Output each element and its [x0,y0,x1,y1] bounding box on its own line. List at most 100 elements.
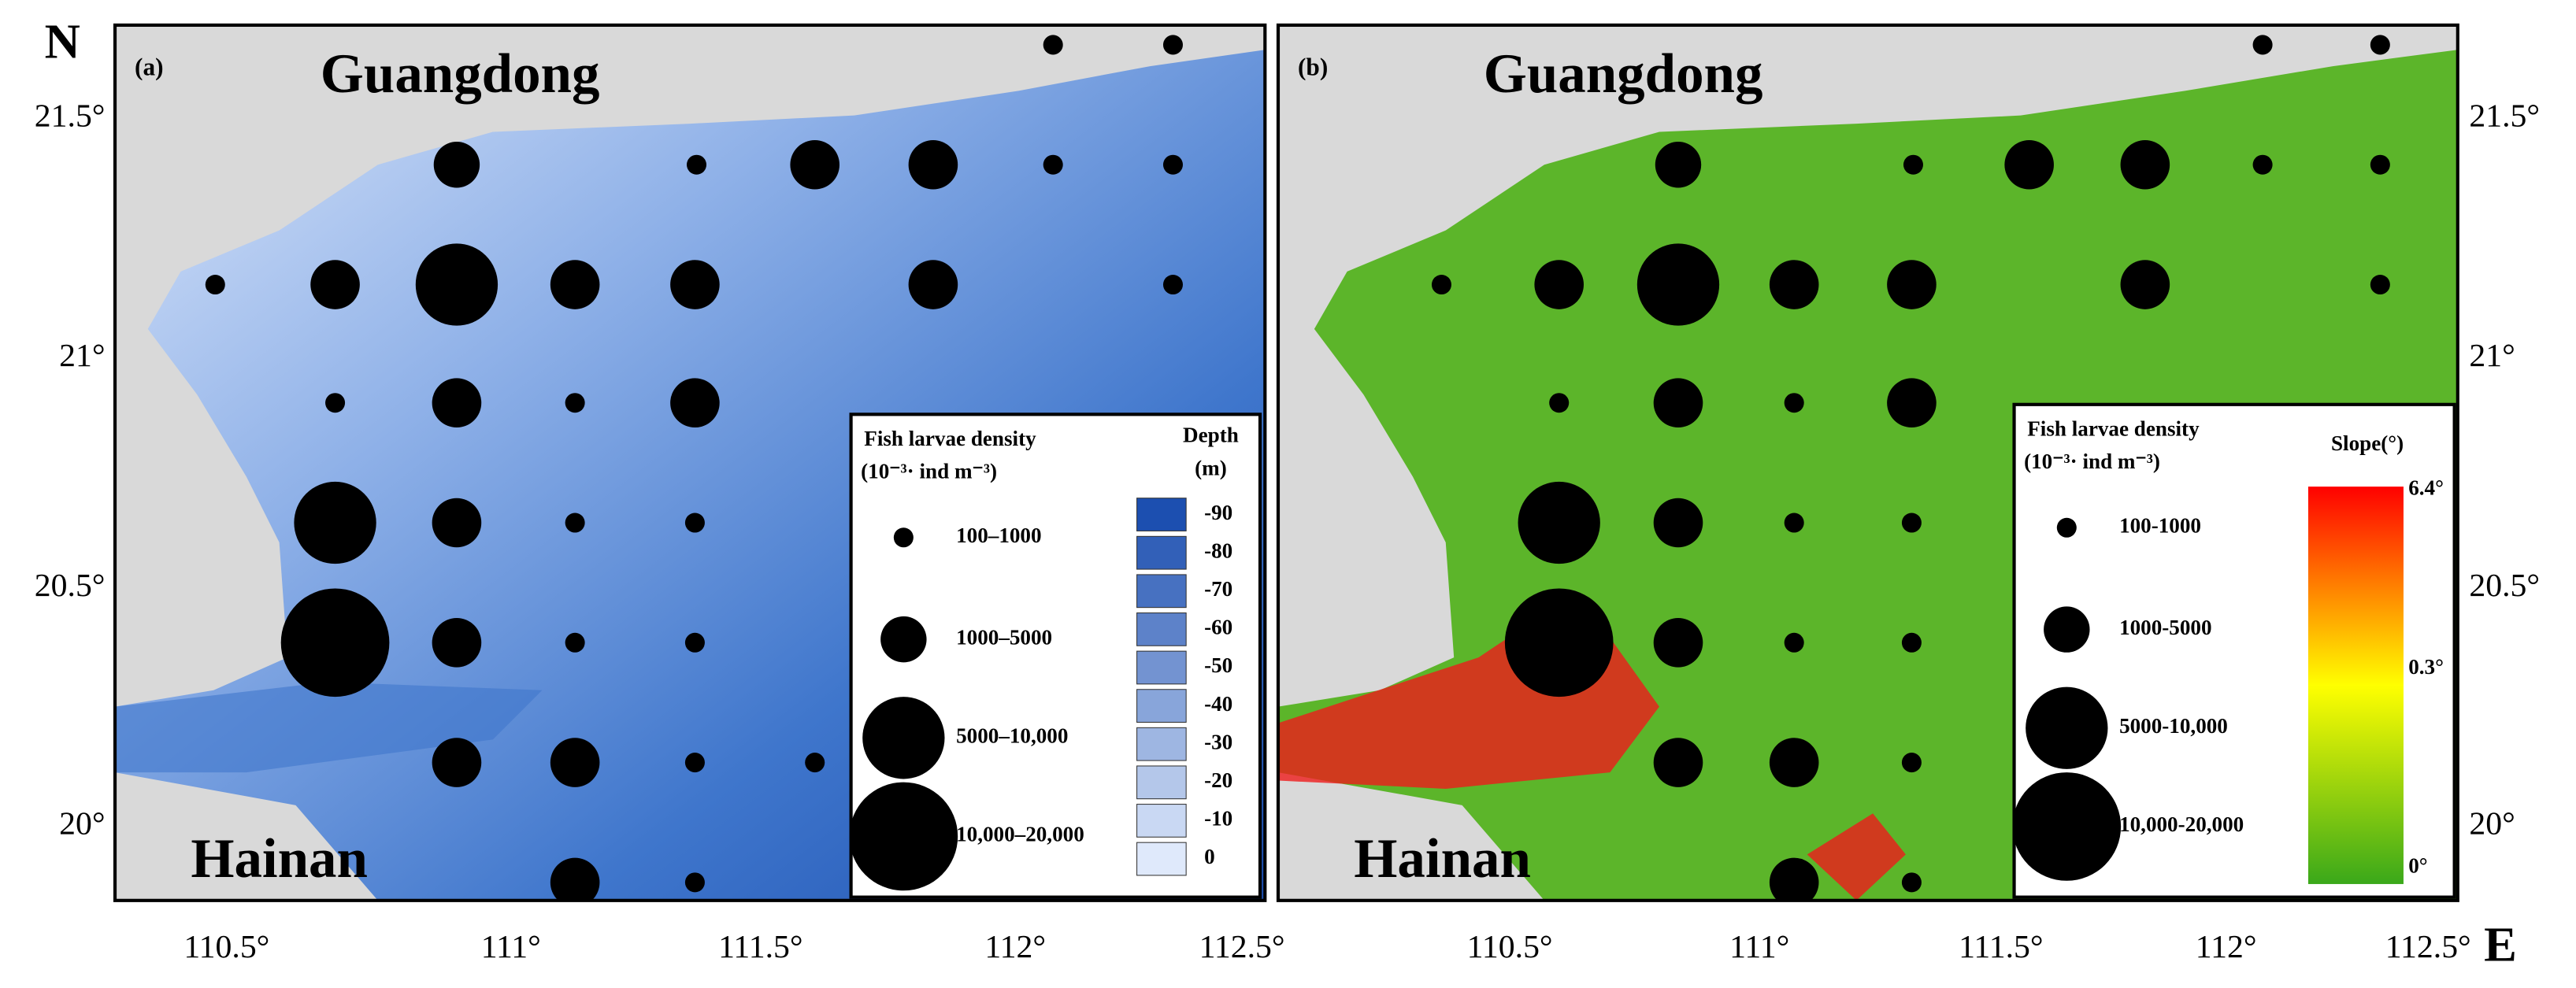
station [2370,35,2390,55]
scale-swatch [1136,689,1187,723]
station [684,513,705,533]
station [1653,738,1703,787]
station [565,632,585,653]
legend-symbol [2026,686,2108,769]
region-label: Guangdong [321,43,600,105]
station [908,139,958,190]
station [1636,243,1720,326]
station [1769,738,1819,787]
station [1769,260,1819,309]
panel-label: (a) [135,53,163,80]
legend-class: 5000–10,000 [956,724,1068,748]
station [908,260,958,309]
station [1903,154,1923,175]
station [670,260,720,309]
east-label: E [2484,917,2517,972]
station [1784,632,1804,653]
x-tick-label: 111° [481,929,541,965]
scale-swatch [1136,727,1187,761]
scale-label: -30 [1204,730,1232,753]
scale-swatch [1136,650,1187,685]
station [2120,260,2170,309]
scale-swatch [1136,498,1187,531]
station [2370,154,2390,175]
legend-symbol [2012,772,2122,881]
x-tick-label: 111.5° [1959,929,2043,965]
station [1769,857,1819,901]
station [684,872,705,893]
station [2252,154,2273,175]
scale-title: Slope(°) [2331,431,2404,455]
scale-swatch [1136,842,1187,876]
x-tick-label: 112° [984,929,1046,965]
station [1518,481,1600,564]
y-tick-label: 20.5° [2469,568,2540,604]
scale-title: Depth [1183,424,1239,447]
legend-symbol [849,782,958,891]
legend-class: 5000-10,000 [2119,714,2228,738]
scale-label: 0 [1204,845,1215,868]
station [550,260,600,309]
station [550,738,600,787]
station [1653,498,1703,548]
legend-symbol [2056,517,2077,538]
scale-label: -50 [1204,653,1232,677]
panel-label: (b) [1298,53,1328,80]
scale-label: -60 [1204,616,1232,639]
station [325,393,346,413]
station [432,378,482,428]
station [2004,139,2054,190]
y-tick-label: 21° [59,338,105,374]
scale-label: -40 [1204,692,1232,716]
station [432,618,482,668]
station [432,738,482,787]
region-label: Hainan [191,828,368,890]
station [1534,260,1584,309]
station [310,260,360,309]
station [1043,154,1063,175]
legend-symbol [2044,606,2090,653]
station [205,275,225,295]
station [2370,275,2390,295]
station [1162,35,1183,55]
legend-class: 100-1000 [2119,513,2201,537]
station [1504,588,1614,698]
x-tick-label: 112° [2196,929,2257,965]
scale-label: -80 [1204,538,1232,562]
legend-symbol [880,616,927,663]
station [1655,142,1702,188]
scale-swatch [1136,804,1187,838]
station [565,393,585,413]
scale-label: -10 [1204,807,1232,831]
station [1887,260,1937,309]
legend-class: 1000-5000 [2119,616,2211,639]
scale-swatch [1136,535,1187,570]
scale-swatch [1136,612,1187,646]
frame [113,23,1267,902]
scale-label: -20 [1204,768,1232,792]
legend-unit: (10⁻³· ind m⁻³) [861,460,997,483]
y-tick-label: 20.5° [35,568,106,604]
scale-swatch [1136,574,1187,609]
station [684,753,705,773]
station [1901,632,1922,653]
region-label: Hainan [1354,828,1531,890]
station [670,378,720,428]
station [1901,753,1922,773]
station [805,753,825,773]
scale-label: 6.4° [2408,476,2444,500]
station [1653,618,1703,668]
legend-title: Fish larvae density [2027,416,2200,440]
station [1784,393,1804,413]
station [432,498,482,548]
station [790,139,840,190]
station [1162,275,1183,295]
scale-label: 0.3° [2408,655,2444,679]
legend-symbol [862,697,945,779]
legend-unit: (10⁻³· ind m⁻³) [2024,450,2160,473]
station [415,243,499,326]
station [433,142,480,188]
scale-label: 0° [2408,853,2427,877]
frame [1276,23,2459,902]
